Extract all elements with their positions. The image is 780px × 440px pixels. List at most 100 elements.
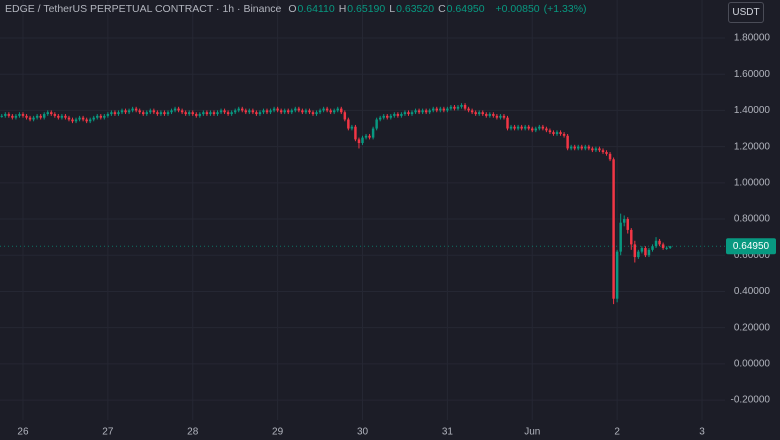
candle-body (60, 115, 64, 118)
candle-body (492, 114, 495, 116)
ohlc-value: 0.63520 (396, 3, 435, 15)
candle-body (304, 110, 308, 113)
candle-body (562, 133, 566, 136)
x-tick-label: 3 (699, 427, 705, 438)
candle-body (85, 119, 88, 122)
candle-body (396, 114, 400, 116)
change-percent: (+1.33%) (543, 3, 587, 15)
candle-body (301, 110, 304, 113)
candle-body (325, 108, 329, 111)
candle-body (594, 148, 598, 151)
candle-body (569, 146, 573, 149)
candle-body (269, 110, 272, 113)
candle-body (39, 115, 42, 118)
candle-body (350, 126, 354, 129)
x-tick-label: 28 (187, 427, 199, 438)
candle-body (202, 112, 205, 115)
candle-body (18, 114, 21, 116)
candle-body (386, 115, 389, 118)
candle-body (439, 108, 442, 111)
ohlc-value: 0.64110 (297, 3, 335, 15)
candle-body (619, 222, 622, 252)
currency-button[interactable]: USDT (728, 2, 764, 23)
last-price-tag (726, 238, 776, 255)
candle-body (25, 115, 28, 118)
candle-body (7, 114, 11, 116)
candle-body (523, 126, 527, 129)
ohlc-value: 0.64950 (446, 3, 485, 15)
candle-body (53, 114, 57, 116)
candle-body (74, 119, 78, 122)
candle-body (421, 110, 424, 113)
candle-body (502, 115, 506, 118)
candle-body (258, 112, 262, 115)
x-tick-label: 26 (17, 427, 29, 438)
candle-body (410, 112, 414, 115)
candle-body (608, 153, 612, 160)
candle-body (290, 110, 294, 113)
candle-body (255, 112, 258, 115)
candle-body (106, 114, 110, 116)
candle-body (28, 117, 32, 120)
candle-body (187, 112, 191, 115)
candle-body (35, 115, 39, 118)
candle-body (64, 115, 67, 118)
candle-body (230, 112, 233, 115)
candle-body (276, 108, 279, 111)
candle-body (308, 110, 311, 113)
ohlc-label: C (438, 3, 446, 15)
candle-body (57, 115, 60, 118)
ohlc-label: L (389, 3, 396, 15)
candle-body (548, 130, 552, 133)
candle-body (516, 126, 520, 129)
candle-body (46, 112, 49, 115)
y-tick-label: 1.20000 (734, 141, 771, 152)
candle-body (184, 112, 187, 115)
candle-body (283, 110, 286, 113)
candle-body (279, 110, 283, 113)
y-tick-label: 0.60000 (734, 250, 771, 261)
y-tick-label: 0.40000 (734, 286, 771, 297)
candle-body (71, 119, 74, 122)
candle-body (605, 152, 608, 154)
candle-body (127, 110, 131, 113)
candle-body (509, 126, 513, 129)
candle-body (647, 249, 651, 256)
x-tick-label: 2 (614, 427, 620, 438)
candle-body (195, 114, 198, 116)
candle-body (573, 146, 576, 149)
candle-body (630, 229, 633, 245)
candle-body (368, 135, 371, 138)
chart-title: EDGE / TetherUS PERPETUAL CONTRACT · 1h … (5, 3, 282, 15)
candle-body (134, 108, 138, 111)
candle-body (364, 135, 368, 138)
candle-body (113, 112, 117, 115)
candle-body (50, 112, 53, 115)
candle-body (654, 240, 658, 247)
candle-body (661, 244, 665, 249)
candle-body (103, 115, 106, 118)
y-tick-label: 0.80000 (734, 214, 771, 225)
candle-body (241, 108, 244, 111)
ohlc-legend: O0.64110 H0.65190 L0.63520 C0.64950 (288, 3, 488, 15)
candle-body (435, 108, 439, 111)
candle-body (637, 251, 640, 258)
candle-body (248, 110, 251, 113)
candle-body (198, 114, 202, 116)
candle-body (488, 114, 492, 116)
candle-body (42, 114, 46, 118)
candle-body (145, 112, 149, 115)
candle-body (538, 126, 541, 129)
y-tick-label: 1.80000 (734, 33, 771, 44)
candle-body (467, 108, 470, 111)
candle-body (442, 108, 446, 111)
candle-body (431, 108, 435, 111)
candle-body (233, 110, 237, 113)
candle-body (378, 117, 382, 120)
x-tick-label: 29 (272, 427, 284, 438)
candle-body (223, 110, 226, 113)
candle-body (152, 110, 156, 113)
candle-body (584, 146, 587, 149)
candle-body (470, 110, 474, 113)
